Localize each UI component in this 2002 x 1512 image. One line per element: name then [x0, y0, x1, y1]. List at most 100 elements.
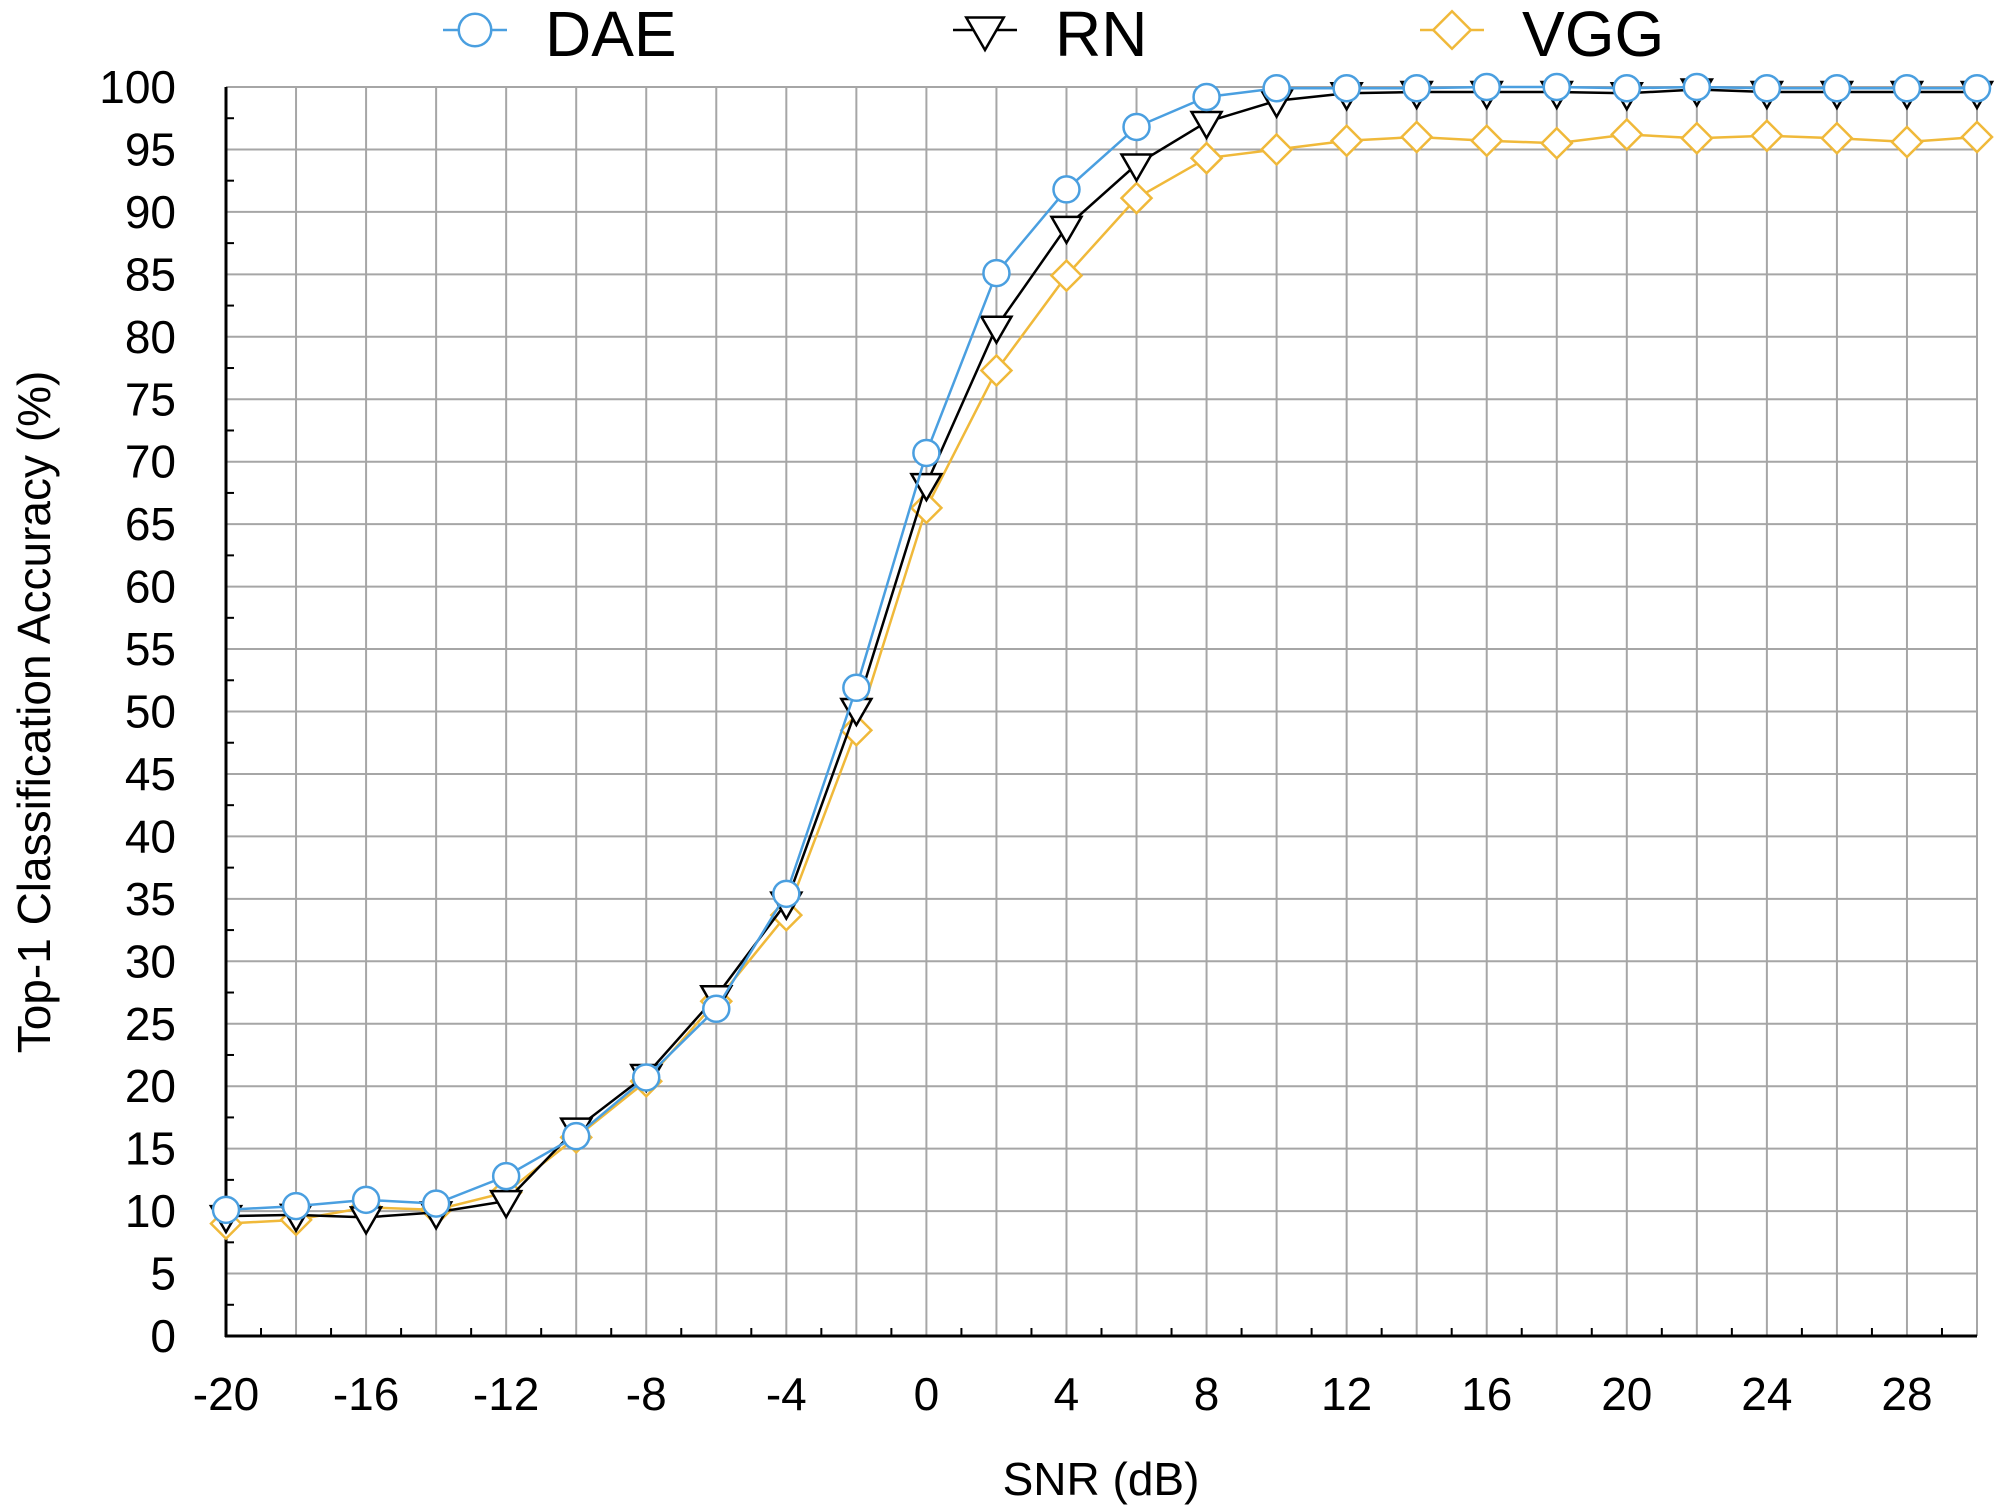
data-point-vgg — [1539, 126, 1574, 160]
data-point-dae — [1822, 73, 1852, 103]
legend-item-rn: RN — [953, 0, 1147, 70]
y-tick-label: 55 — [125, 623, 176, 675]
data-point-dae — [1192, 82, 1221, 112]
data-point-dae — [1612, 73, 1642, 103]
grid-lines — [225, 86, 1978, 1337]
data-point-vgg — [1750, 118, 1784, 153]
y-tick-label: 50 — [125, 686, 176, 738]
x-tick-label: 20 — [1601, 1368, 1652, 1420]
data-point-vgg — [1119, 181, 1154, 215]
y-tick-label: 30 — [125, 935, 176, 987]
data-point-rn — [1049, 215, 1084, 246]
legend-marker-rn — [964, 16, 1006, 53]
y-tick-label: 90 — [125, 186, 176, 238]
data-point-vgg — [909, 491, 944, 525]
series-vgg — [209, 117, 1994, 1241]
data-point-vgg — [1329, 123, 1364, 158]
legend-item-dae: DAE — [443, 0, 677, 70]
data-point-dae — [421, 1189, 451, 1218]
minor-ticks — [226, 117, 1943, 1336]
data-point-vgg — [839, 713, 874, 748]
y-tick-label: 100 — [99, 61, 176, 113]
data-point-dae — [281, 1191, 311, 1221]
y-tick-labels: 0 5 10 15 20 25 30 35 40 45 50 55 60 65 70 75 80 85 90 95 10… — [99, 61, 176, 1362]
y-tick-label: 0 — [150, 1310, 176, 1362]
x-tick-label: -4 — [766, 1368, 807, 1420]
data-point-dae — [631, 1063, 661, 1092]
data-point-dae — [1402, 73, 1431, 103]
legend: DAE RN VGG — [443, 0, 1664, 70]
y-tick-label: 40 — [125, 810, 176, 862]
data-point-dae — [561, 1121, 591, 1151]
data-point-rn — [1119, 153, 1154, 183]
x-tick-label: -12 — [473, 1368, 539, 1420]
data-point-vgg — [1820, 121, 1854, 155]
legend-marker-dae — [457, 12, 493, 48]
data-point-dae — [1262, 73, 1291, 103]
legend-marker-vgg — [1431, 9, 1473, 51]
data-point-vgg — [1890, 125, 1924, 159]
data-point-vgg — [979, 353, 1014, 388]
legend-label-vgg: VGG — [1522, 0, 1664, 70]
data-point-dae — [1682, 72, 1712, 102]
legend-label-dae: DAE — [545, 0, 677, 70]
x-tick-labels: -20 -16 -12 -8 -4 0 4 8 12 16 20 24 28 — [193, 1368, 1933, 1420]
data-point-dae — [1892, 73, 1922, 103]
series-line-vgg — [225, 133, 1978, 1225]
data-point-dae — [211, 1195, 241, 1225]
x-tick-label: -16 — [333, 1368, 399, 1420]
y-tick-label: 65 — [125, 498, 176, 550]
y-tick-label: 45 — [125, 748, 176, 800]
data-point-dae — [1962, 73, 1992, 103]
x-tick-label: 0 — [914, 1368, 940, 1420]
x-tick-label: 16 — [1461, 1368, 1512, 1420]
y-tick-label: 5 — [150, 1248, 176, 1300]
x-tick-label: 8 — [1194, 1368, 1220, 1420]
data-point-vgg — [1049, 258, 1084, 293]
data-point-dae — [1472, 72, 1501, 102]
data-point-dae — [1122, 112, 1151, 142]
series-dae — [211, 72, 1992, 1225]
series-line-rn — [225, 88, 1977, 1219]
data-point-dae — [1542, 72, 1572, 102]
y-tick-label: 60 — [125, 561, 176, 613]
y-tick-label: 85 — [125, 248, 176, 300]
data-point-vgg — [1469, 123, 1504, 158]
data-point-dae — [982, 258, 1011, 288]
data-point-dae — [1332, 73, 1361, 103]
x-tick-label: 28 — [1881, 1368, 1932, 1420]
legend-label-rn: RN — [1055, 0, 1147, 70]
y-tick-label: 80 — [125, 311, 176, 363]
data-point-vgg — [1399, 120, 1434, 154]
y-axis-label: Top-1 Classification Accuracy (%) — [8, 371, 60, 1054]
data-point-vgg — [1680, 121, 1714, 155]
data-point-dae — [702, 994, 731, 1024]
y-tick-label: 10 — [125, 1185, 176, 1237]
data-point-dae — [772, 879, 801, 909]
x-tick-label: 4 — [1054, 1368, 1080, 1420]
data-point-vgg — [1610, 117, 1644, 152]
data-point-vgg — [1960, 120, 1994, 154]
y-tick-label: 35 — [125, 873, 176, 925]
x-axis-label: SNR (dB) — [1003, 1453, 1200, 1505]
y-tick-label: 95 — [125, 123, 176, 175]
y-tick-label: 75 — [125, 373, 176, 425]
data-point-rn — [1189, 110, 1224, 141]
x-tick-label: -8 — [626, 1368, 667, 1420]
series-layer — [208, 72, 1995, 1241]
axes — [224, 87, 1977, 1338]
data-point-dae — [842, 673, 871, 703]
x-tick-label: 12 — [1321, 1368, 1372, 1420]
y-tick-label: 70 — [125, 436, 176, 488]
data-point-rn — [488, 1189, 524, 1220]
series-rn — [208, 78, 1995, 1236]
y-tick-label: 20 — [125, 1060, 176, 1112]
x-tick-label: -20 — [193, 1368, 259, 1420]
data-point-vgg — [1189, 141, 1224, 175]
data-point-dae — [491, 1161, 521, 1191]
data-point-dae — [1052, 175, 1081, 204]
data-point-dae — [1752, 73, 1782, 103]
y-tick-label: 15 — [125, 1123, 176, 1175]
data-point-rn — [979, 315, 1014, 346]
